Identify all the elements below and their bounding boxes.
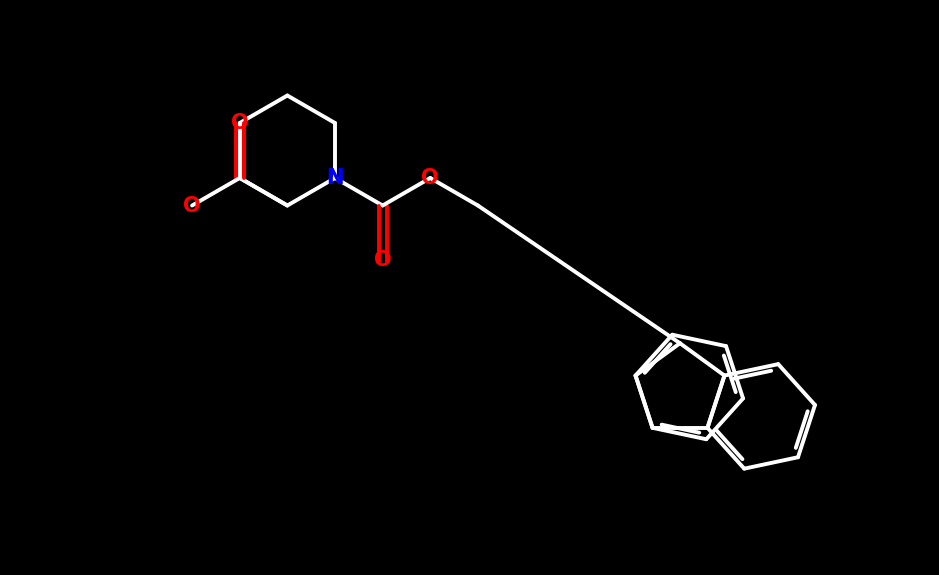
Text: O: O bbox=[231, 113, 249, 133]
Text: N: N bbox=[327, 168, 344, 188]
Text: O: O bbox=[374, 251, 392, 270]
Text: N: N bbox=[327, 168, 344, 188]
Text: O: O bbox=[422, 168, 439, 188]
Text: O: O bbox=[183, 196, 201, 216]
